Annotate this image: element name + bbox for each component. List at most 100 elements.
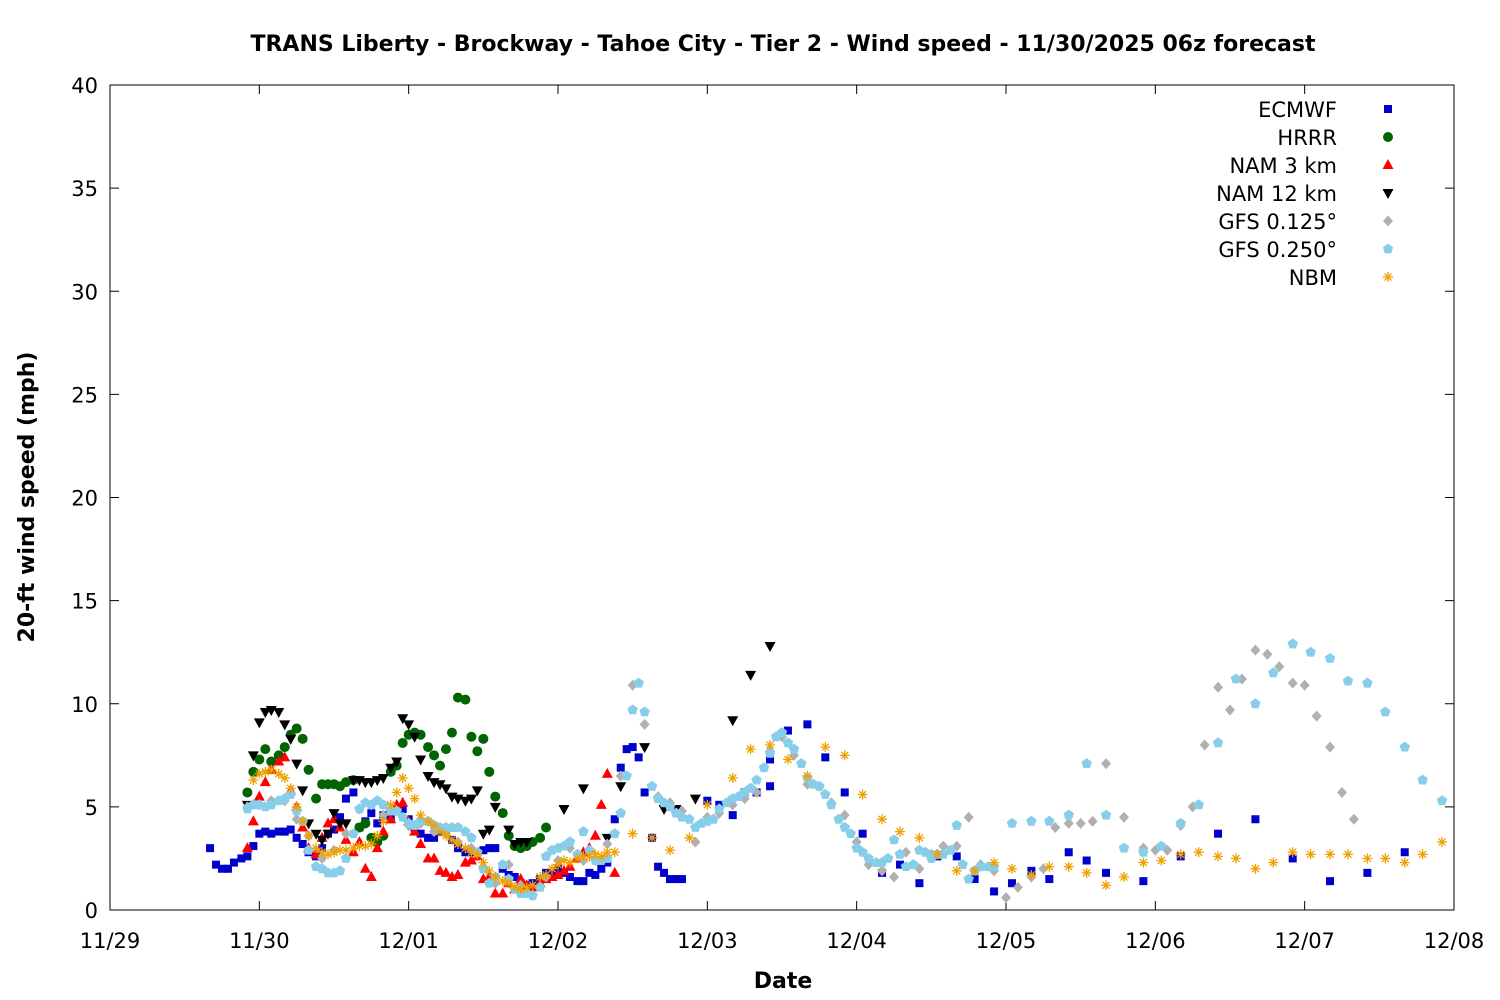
- point-gfs-0-125: [1075, 817, 1086, 829]
- point-gfs-0-250: [1044, 815, 1055, 826]
- point-hrrr: [441, 744, 451, 755]
- point-gfs-0-250: [788, 743, 800, 754]
- star-stroke: [560, 856, 568, 865]
- legend-marker: [1383, 215, 1393, 227]
- star-stroke: [591, 850, 600, 859]
- x-axis: 11/29 11/30 12/01 12/02 12/03 12/04 12/05 12/06…: [80, 85, 1484, 953]
- point-gfs-0-125: [1311, 710, 1322, 722]
- point-gfs-0-250: [460, 826, 471, 837]
- star-stroke: [970, 866, 979, 875]
- star-stroke: [1214, 852, 1223, 861]
- star-stroke: [1363, 854, 1372, 863]
- point-nam-3-km: [558, 864, 570, 875]
- point-nbm: [334, 845, 345, 856]
- point-ecmwf: [237, 854, 246, 863]
- point-nbm: [1213, 851, 1224, 862]
- point-nam-12-km: [403, 720, 415, 731]
- point-gfs-0-250: [615, 807, 626, 818]
- point-nam-12-km: [310, 829, 322, 840]
- point-ecmwf: [206, 844, 215, 853]
- star-stroke: [1418, 850, 1427, 859]
- legend-item-nam-12-km: NAM 12 km: [1216, 182, 1394, 206]
- point-nbm: [765, 740, 776, 750]
- y-tick-label: 10: [71, 693, 98, 717]
- point-gfs-0-125: [1250, 644, 1261, 656]
- legend-marker: [1382, 159, 1394, 169]
- point-ecmwf: [821, 753, 830, 762]
- point-nam-12-km: [285, 734, 297, 745]
- point-gfs-0-125: [340, 828, 351, 840]
- point-nbm: [385, 799, 396, 810]
- point-nbm: [441, 830, 451, 841]
- point-ecmwf: [430, 833, 439, 842]
- point-nbm: [1230, 853, 1241, 864]
- star-stroke: [367, 840, 376, 848]
- point-nam-3-km: [365, 871, 377, 881]
- star-stroke: [528, 881, 537, 890]
- point-gfs-0-250: [888, 834, 900, 845]
- star-stroke: [274, 769, 283, 778]
- point-ecmwf: [895, 860, 904, 869]
- y-axis-label: 20-ft wind speed (mph): [15, 352, 40, 643]
- x-tick-label: 11/29: [80, 929, 141, 953]
- point-gfs-0-250: [1380, 706, 1391, 717]
- point-gfs-0-250: [609, 828, 620, 839]
- point-gfs-0-250: [397, 811, 408, 822]
- point-gfs-0-250: [340, 852, 352, 863]
- point-gfs-0-125: [889, 871, 899, 883]
- point-gfs-0-250: [714, 803, 725, 814]
- point-ecmwf: [1251, 815, 1260, 824]
- star-stroke: [491, 873, 500, 881]
- point-nam-3-km: [428, 852, 440, 863]
- point-nam-3-km: [465, 854, 477, 865]
- point-gfs-0-250: [1212, 737, 1224, 748]
- point-ecmwf: [616, 763, 625, 772]
- point-ecmwf: [249, 842, 258, 851]
- point-nam-3-km: [279, 751, 291, 762]
- point-ecmwf: [243, 852, 252, 861]
- point-nbm: [839, 750, 850, 761]
- star-stroke: [442, 831, 450, 840]
- star-stroke: [784, 755, 792, 764]
- y-tick-label: 5: [85, 796, 98, 820]
- point-nbm: [1250, 863, 1261, 874]
- legend-label: GFS 0.125°: [1218, 210, 1337, 234]
- point-gfs-0-250: [348, 828, 359, 839]
- point-gfs-0-250: [1138, 846, 1149, 857]
- point-ecmwf: [286, 825, 295, 834]
- star-stroke: [1157, 856, 1166, 865]
- point-nam-3-km: [552, 868, 564, 879]
- point-ecmwf: [1064, 848, 1073, 857]
- point-ecmwf: [485, 844, 494, 853]
- star-stroke: [548, 864, 556, 873]
- star-stroke: [336, 846, 344, 855]
- point-gfs-0-250: [1436, 795, 1448, 806]
- point-nbm: [446, 834, 457, 845]
- point-nbm: [285, 783, 296, 794]
- point-gfs-0-250: [951, 819, 962, 830]
- legend-label: NAM 3 km: [1229, 154, 1337, 178]
- star-stroke: [896, 827, 904, 836]
- point-nam-12-km: [253, 718, 265, 729]
- point-nbm: [452, 839, 463, 849]
- point-nbm: [857, 789, 868, 800]
- point-ecmwf: [579, 877, 588, 886]
- point-nam-3-km: [609, 866, 621, 877]
- x-tick-label: 12/01: [378, 929, 439, 953]
- point-hrrr: [254, 754, 265, 765]
- point-gfs-0-125: [1262, 648, 1273, 660]
- point-hrrr: [260, 744, 271, 755]
- point-nam-12-km: [377, 774, 389, 784]
- y-tick-label: 30: [71, 280, 98, 304]
- point-hrrr: [429, 750, 440, 761]
- point-nbm: [429, 820, 440, 831]
- point-hrrr: [446, 727, 457, 738]
- point-ecmwf: [565, 873, 574, 881]
- point-nbm: [366, 839, 377, 849]
- star-stroke: [448, 835, 456, 844]
- point-hrrr: [266, 756, 277, 767]
- point-nbm: [877, 814, 888, 825]
- point-nbm: [932, 849, 943, 860]
- point-gfs-0-250: [882, 852, 894, 863]
- legend-marker: [1383, 132, 1393, 142]
